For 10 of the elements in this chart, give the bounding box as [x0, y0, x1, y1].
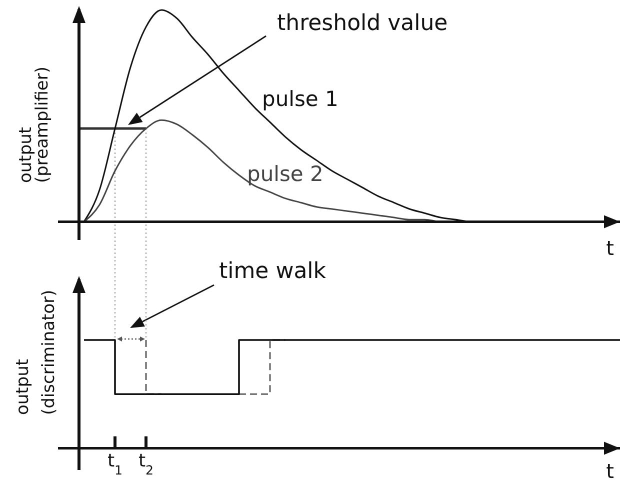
x-axis-title: t: [606, 236, 614, 260]
annotation: threshold value: [277, 11, 448, 36]
text: time walk: [219, 259, 326, 284]
y-axis-title: output (discriminator): [13, 290, 59, 415]
x-tick-label: t$_{1}$: [107, 450, 123, 477]
x-tick-label: t$_{2}$: [138, 450, 154, 477]
series-label: pulse 2: [247, 162, 324, 186]
series-label: pulse 1: [262, 87, 338, 111]
x-axis-title: t: [606, 459, 614, 481]
y-axis-title: output (preamplifier): [16, 66, 52, 183]
